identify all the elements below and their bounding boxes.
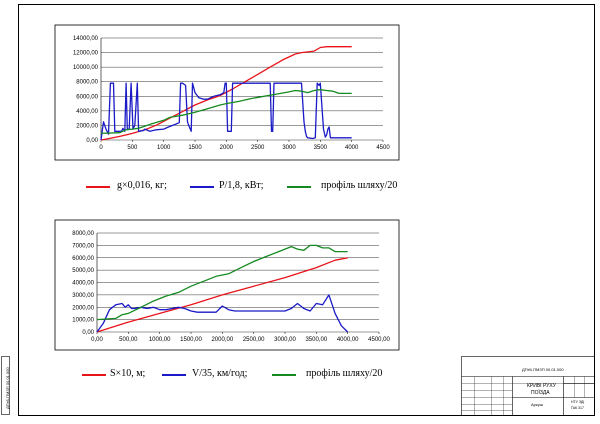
x-tick-label: 1500,00 (180, 337, 202, 343)
y-tick-label: 2000,00 (72, 305, 94, 311)
chart-frame (54, 24, 400, 161)
legend-chart1: g×0,016, кг; P/1,8, кВт; профіль шляху/2… (0, 180, 600, 194)
y-tick-label: 1000,00 (72, 318, 94, 324)
series-line-red (96, 257, 348, 333)
title-block-title-line2: ПОЇЗДА (531, 390, 550, 396)
x-tick-label: 500,00 (119, 337, 138, 343)
title-block-sheet: Аркуш (531, 402, 543, 407)
x-tick-label: 0,00 (91, 337, 103, 343)
legend-swatch-blue (190, 186, 214, 188)
y-tick-label: 0,00 (82, 330, 94, 336)
legend-label-speed: V/35, км/год; (192, 368, 248, 379)
legend-chart2: S×10, м; V/35, км/год; профіль шляху/20 (0, 368, 600, 382)
series-line-blue (100, 82, 352, 141)
x-tick-label: 3000 (282, 145, 296, 151)
title-block (461, 356, 595, 416)
title-block-dept: НТУ ЗДІ (571, 400, 585, 404)
x-tick-label: 1500 (188, 145, 202, 151)
x-tick-label: 2500,00 (243, 337, 265, 343)
x-tick-label: 3500,00 (305, 337, 327, 343)
y-tick-label: 2000,00 (76, 123, 98, 129)
x-tick-label: 3500 (314, 145, 328, 151)
y-tick-label: 10000,00 (73, 65, 99, 71)
series-line-green (100, 89, 352, 135)
chart-mass-power: 0,00 2000,00 4000,00 6000,00 8000,00 10000,00… (54, 24, 400, 161)
y-tick-label: 6000,00 (76, 94, 98, 100)
y-tick-label: 8000,00 (76, 80, 98, 86)
y-tick-label: 12000,00 (73, 51, 99, 57)
legend-label-distance: S×10, м; (110, 368, 146, 379)
side-stamp-text: ДПтБ.ПМЗП 00.01.000 (5, 367, 10, 409)
side-stamp-frame (1, 356, 10, 415)
x-tick-label: 500 (127, 145, 138, 151)
y-tick-label: 5000,00 (72, 268, 94, 274)
y-tick-label: 6000,00 (72, 256, 94, 262)
legend-swatch-green (272, 374, 296, 376)
legend-label-profile: профіль шляху/20 (321, 180, 398, 191)
legend-swatch-blue (162, 374, 186, 376)
legend-swatch-green (287, 186, 311, 188)
legend-swatch-red (82, 374, 106, 376)
title-block-title-line1: КРИВІ РУХУ (527, 383, 556, 389)
title-block-group: ҐАК 317 (571, 406, 584, 410)
legend-swatch-red (86, 186, 110, 188)
x-tick-label: 4500,00 (368, 337, 390, 343)
x-tick-label: 1000,00 (149, 337, 171, 343)
y-tick-label: 8000,00 (72, 231, 94, 237)
chart-distance-speed: 0,00 1000,00 2000,00 3000,00 4000,00 5000,00 6… (54, 219, 400, 351)
x-tick-label: 1000 (157, 145, 171, 151)
x-tick-label: 2000,00 (211, 337, 233, 343)
x-tick-label: 2000 (220, 145, 234, 151)
series-line-green (96, 244, 348, 321)
y-tick-label: 4000,00 (72, 281, 94, 287)
y-tick-label: 0,00 (86, 138, 98, 144)
chart-frame (54, 219, 400, 351)
legend-label-power: P/1,8, кВт; (219, 180, 264, 191)
y-tick-label: 7000,00 (72, 243, 94, 249)
y-tick-label: 3000,00 (72, 293, 94, 299)
title-block-code: ДПтБ.ПМЗП 00.01.000 (522, 367, 564, 372)
x-tick-label: 3000,00 (274, 337, 296, 343)
y-tick-label: 4000,00 (76, 109, 98, 115)
legend-label-mass: g×0,016, кг; (117, 180, 167, 191)
x-tick-label: 4000,00 (337, 337, 359, 343)
series-line-blue (96, 294, 349, 333)
side-stamp: ДПтБ.ПМЗП 00.01.000 (2, 360, 10, 412)
y-tick-label: 14000,00 (73, 36, 99, 42)
x-tick-label: 4500 (376, 145, 390, 151)
x-tick-label: 4000 (345, 145, 359, 151)
x-tick-label: 0 (99, 145, 103, 151)
outer-frame (18, 4, 595, 416)
x-tick-label: 2500 (251, 145, 265, 151)
legend-label-profile: профіль шляху/20 (306, 368, 383, 379)
